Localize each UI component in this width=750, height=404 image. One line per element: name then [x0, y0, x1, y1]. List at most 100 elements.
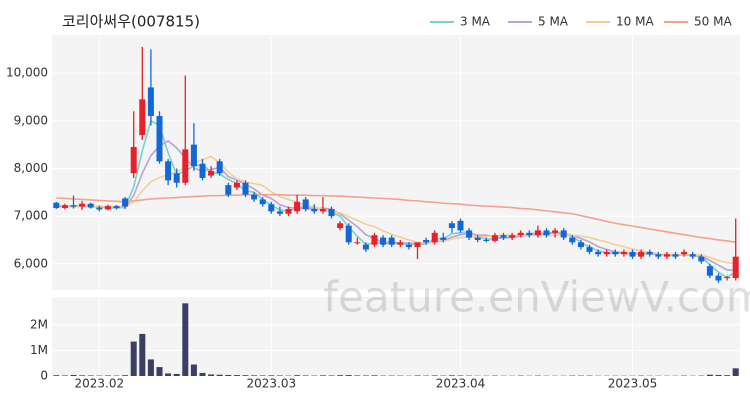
- candle-body: [586, 247, 592, 252]
- volume-bar: [234, 375, 240, 376]
- x-tick-label: 2023.04: [436, 377, 486, 391]
- candle-body: [664, 254, 670, 256]
- legend-label: 10 MA: [616, 15, 654, 29]
- volume-bar: [182, 303, 188, 376]
- candle-body: [182, 149, 188, 182]
- candle-body: [449, 223, 455, 228]
- candle-body: [371, 235, 377, 245]
- candle-body: [397, 242, 403, 244]
- candle-body: [526, 233, 532, 235]
- candle-body: [225, 185, 231, 195]
- candle-body: [500, 235, 506, 237]
- candle-body: [234, 183, 240, 188]
- candle-body: [328, 209, 334, 216]
- candle-body: [552, 230, 558, 232]
- candle-body: [509, 235, 515, 237]
- legend-label: 50 MA: [694, 15, 732, 29]
- volume-bar: [354, 375, 360, 376]
- volume-bar: [363, 375, 369, 376]
- candle-body: [277, 211, 283, 213]
- volume-bar: [131, 342, 137, 376]
- candle-body: [578, 242, 584, 247]
- volume-bar: [217, 375, 223, 376]
- candle-body: [79, 204, 85, 207]
- volume-bar: [707, 375, 713, 376]
- candle-body: [139, 99, 145, 135]
- x-tick-label: 2023.05: [608, 377, 658, 391]
- candle-body: [285, 209, 291, 214]
- chart-title: 코리아써우(007815): [62, 13, 200, 31]
- candle-body: [518, 233, 524, 235]
- candle-body: [251, 195, 257, 200]
- y-tick-label: 2M: [30, 318, 48, 332]
- candle-body: [629, 252, 635, 257]
- candle-body: [363, 245, 369, 250]
- candle-body: [647, 252, 653, 254]
- y-tick-label: 7,000: [14, 209, 48, 223]
- volume-bar: [191, 365, 197, 376]
- candle-body: [156, 116, 162, 161]
- volume-bar: [303, 375, 309, 376]
- candle-body: [337, 223, 343, 228]
- candle-body: [217, 161, 223, 173]
- candle-body: [440, 238, 446, 240]
- candle-body: [638, 252, 644, 257]
- watermark: feature.enViewV.com: [323, 273, 750, 322]
- volume-bar: [165, 373, 171, 376]
- candle-body: [88, 204, 94, 208]
- volume-bar: [733, 368, 739, 376]
- candle-body: [199, 164, 205, 178]
- y-tick-label: 9,000: [14, 113, 48, 127]
- volume-bar: [346, 375, 352, 376]
- candle-body: [561, 230, 567, 237]
- candle-body: [96, 208, 102, 210]
- candle-body: [122, 198, 128, 206]
- x-tick-label: 2023.03: [246, 377, 296, 391]
- candle-body: [380, 238, 386, 245]
- candle-body: [466, 230, 472, 237]
- candle-body: [621, 252, 627, 254]
- candle-body: [268, 204, 274, 211]
- volume-bar: [62, 375, 68, 376]
- candle-body: [191, 145, 197, 166]
- volume-bar: [53, 375, 59, 376]
- volume-bar: [156, 367, 162, 376]
- candle-body: [303, 199, 309, 209]
- candle-body: [165, 161, 171, 180]
- candle-body: [543, 230, 549, 235]
- volume-bar: [371, 375, 377, 376]
- volume-bar: [208, 374, 214, 376]
- candle-body: [569, 238, 575, 243]
- candle-body: [294, 202, 300, 212]
- candle-body: [655, 254, 661, 256]
- y-tick-label: 0: [40, 369, 48, 383]
- candle-body: [174, 173, 180, 183]
- volume-bar: [724, 375, 730, 376]
- volume-bar: [328, 375, 334, 376]
- candle-body: [260, 199, 266, 204]
- candle-body: [414, 242, 420, 247]
- volume-bar: [199, 373, 205, 376]
- candle-body: [681, 252, 687, 254]
- candle-body: [242, 183, 248, 195]
- candle-body: [208, 171, 214, 176]
- candle-body: [492, 235, 498, 241]
- candle-body: [406, 245, 412, 247]
- candle-body: [432, 233, 438, 243]
- candle-body: [457, 221, 463, 231]
- candle-body: [311, 209, 317, 211]
- candle-body: [53, 203, 59, 208]
- candle-body: [346, 226, 352, 243]
- y-tick-label: 6,000: [14, 256, 48, 270]
- volume-bar: [225, 375, 231, 376]
- y-tick-label: 8,000: [14, 161, 48, 175]
- candle-body: [475, 238, 481, 240]
- candle-body: [535, 230, 541, 235]
- candle-body: [148, 87, 154, 116]
- y-tick-label: 1M: [30, 343, 48, 357]
- candle-body: [105, 206, 111, 209]
- volume-bar: [337, 375, 343, 376]
- candle-body: [113, 206, 119, 208]
- candle-body: [612, 252, 618, 254]
